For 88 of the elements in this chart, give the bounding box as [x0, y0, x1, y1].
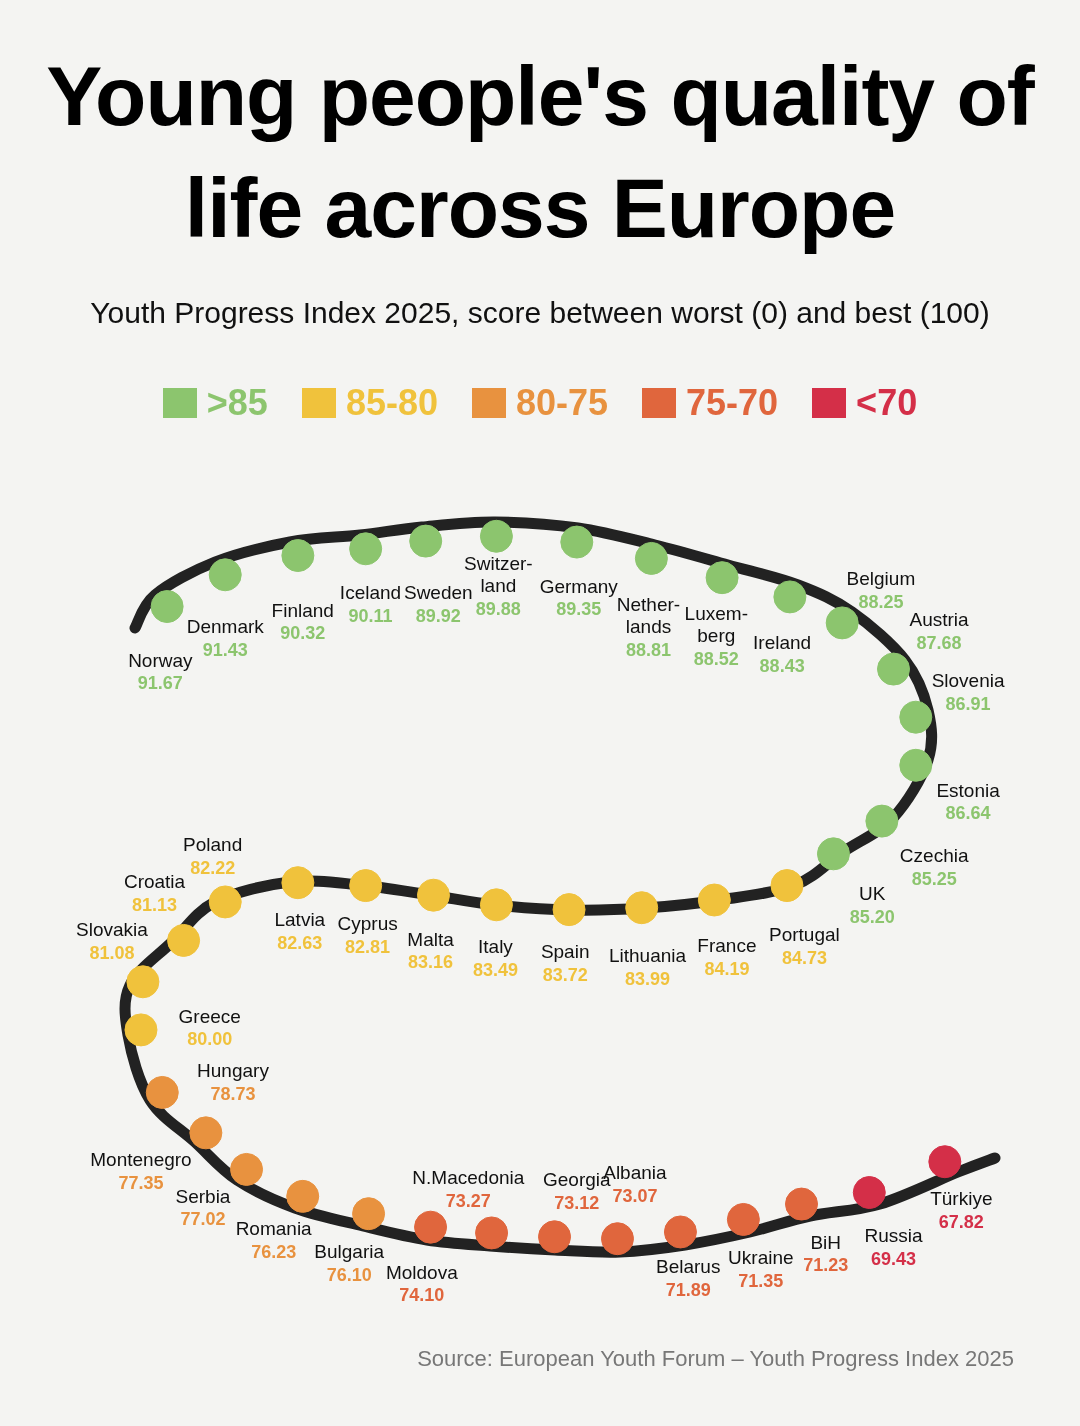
data-label: 83.16 — [408, 952, 454, 973]
data-label: 81.13 — [132, 894, 178, 915]
data-label: 77.35 — [118, 1172, 164, 1193]
data-label: 88.43 — [759, 656, 805, 677]
category-label: Lithuania — [608, 945, 687, 967]
category-label: Ireland — [753, 632, 812, 654]
data-label: 82.22 — [190, 858, 236, 879]
category-label: Greece — [178, 1005, 241, 1027]
data-label: 89.92 — [415, 605, 461, 626]
data-label: 83.49 — [472, 960, 518, 981]
category-label: Iceland — [339, 582, 402, 604]
data-label: 67.82 — [938, 1212, 984, 1233]
data-label: 91.67 — [137, 673, 183, 694]
data-label: 71.89 — [665, 1279, 711, 1300]
data-label: 86.64 — [945, 803, 991, 824]
data-label: 74.10 — [399, 1285, 445, 1306]
source-note: Source: European Youth Forum – Youth Progress Index 2025 — [417, 1346, 1014, 1372]
category-label: Russia — [864, 1225, 923, 1247]
data-label: 82.81 — [345, 936, 391, 957]
legend-label: 75-70 — [686, 382, 779, 424]
category-label: Ukraine — [728, 1247, 794, 1269]
category-label: Belarus — [655, 1255, 721, 1277]
legend-label: >85 — [206, 382, 268, 424]
data-label: 80.00 — [187, 1029, 233, 1050]
category-label: Slovenia — [931, 669, 1005, 691]
category-label: Germany — [539, 575, 619, 597]
category-label: Luxem-berg — [684, 603, 748, 647]
category-label: Croatia — [123, 870, 186, 892]
data-label: 73.07 — [612, 1186, 658, 1207]
category-label: Austria — [909, 609, 970, 631]
text: Young people's quality of life across Europe — [45, 48, 1036, 257]
data-label: 76.10 — [326, 1265, 372, 1286]
category-label: Malta — [407, 928, 455, 950]
data-label: 69.43 — [870, 1248, 917, 1269]
text: Youth Progress Index 2025, score between worst (0) and best (100) — [89, 296, 991, 330]
data-label: 86.91 — [945, 693, 991, 714]
data-label: 81.08 — [89, 942, 135, 963]
category-label: Denmark — [186, 615, 265, 637]
data-label: 88.25 — [858, 591, 904, 612]
data-label: 76.23 — [251, 1242, 297, 1263]
category-label: Portugal — [769, 923, 840, 945]
category-label: Czechia — [899, 844, 969, 866]
category-label: Estonia — [936, 779, 1001, 801]
category-label: Spain — [540, 941, 590, 963]
data-label: 83.72 — [542, 964, 588, 985]
data-label: 84.73 — [781, 947, 827, 968]
data-label: 87.68 — [916, 632, 962, 653]
data-label: 73.12 — [554, 1192, 600, 1213]
category-label: Nether-lands — [616, 593, 681, 637]
category-label: N.Macedonia — [412, 1167, 525, 1189]
category-label: Türkiye — [930, 1188, 993, 1210]
category-label: Italy — [478, 936, 514, 958]
data-label: 73.27 — [445, 1191, 491, 1212]
data-label: 71.35 — [738, 1270, 784, 1291]
data-label: 89.88 — [475, 599, 521, 620]
data-label: 88.81 — [625, 639, 671, 660]
data-label: 82.63 — [277, 933, 323, 954]
data-label: 88.52 — [693, 649, 739, 670]
data-label: 84.19 — [704, 959, 750, 980]
category-label: Moldova — [385, 1261, 459, 1283]
legend-label: 80-75 — [515, 382, 609, 424]
category-label: Norway — [128, 649, 194, 671]
category-label: Poland — [183, 834, 243, 856]
category-label: France — [697, 935, 757, 957]
legend-label: 85-80 — [345, 382, 438, 424]
category-label: BiH — [810, 1231, 842, 1253]
category-label: UK — [859, 883, 886, 905]
legend-label: <70 — [856, 382, 918, 424]
data-label: 85.25 — [911, 868, 957, 889]
category-label: Cyprus — [337, 913, 398, 935]
category-label: Latvia — [274, 909, 326, 931]
data-label: 83.99 — [624, 968, 671, 989]
data-label: 90.11 — [348, 605, 393, 626]
data-label: 91.43 — [202, 639, 248, 660]
data-label: 89.35 — [556, 599, 602, 620]
data-label: 71.23 — [803, 1255, 849, 1276]
category-label: Hungary — [197, 1060, 270, 1082]
category-label: Bulgaria — [314, 1241, 385, 1263]
category-label: Belgium — [846, 567, 916, 589]
category-label: Slovakia — [76, 919, 149, 941]
data-label: 78.73 — [210, 1084, 256, 1105]
category-label: Serbia — [175, 1185, 231, 1207]
data-label: 77.02 — [180, 1209, 226, 1230]
category-label: Romania — [235, 1218, 313, 1240]
data-label: 85.20 — [849, 907, 895, 928]
category-label: Montenegro — [90, 1149, 192, 1170]
data-label: 90.32 — [280, 623, 326, 644]
category-label: Finland — [271, 599, 334, 621]
